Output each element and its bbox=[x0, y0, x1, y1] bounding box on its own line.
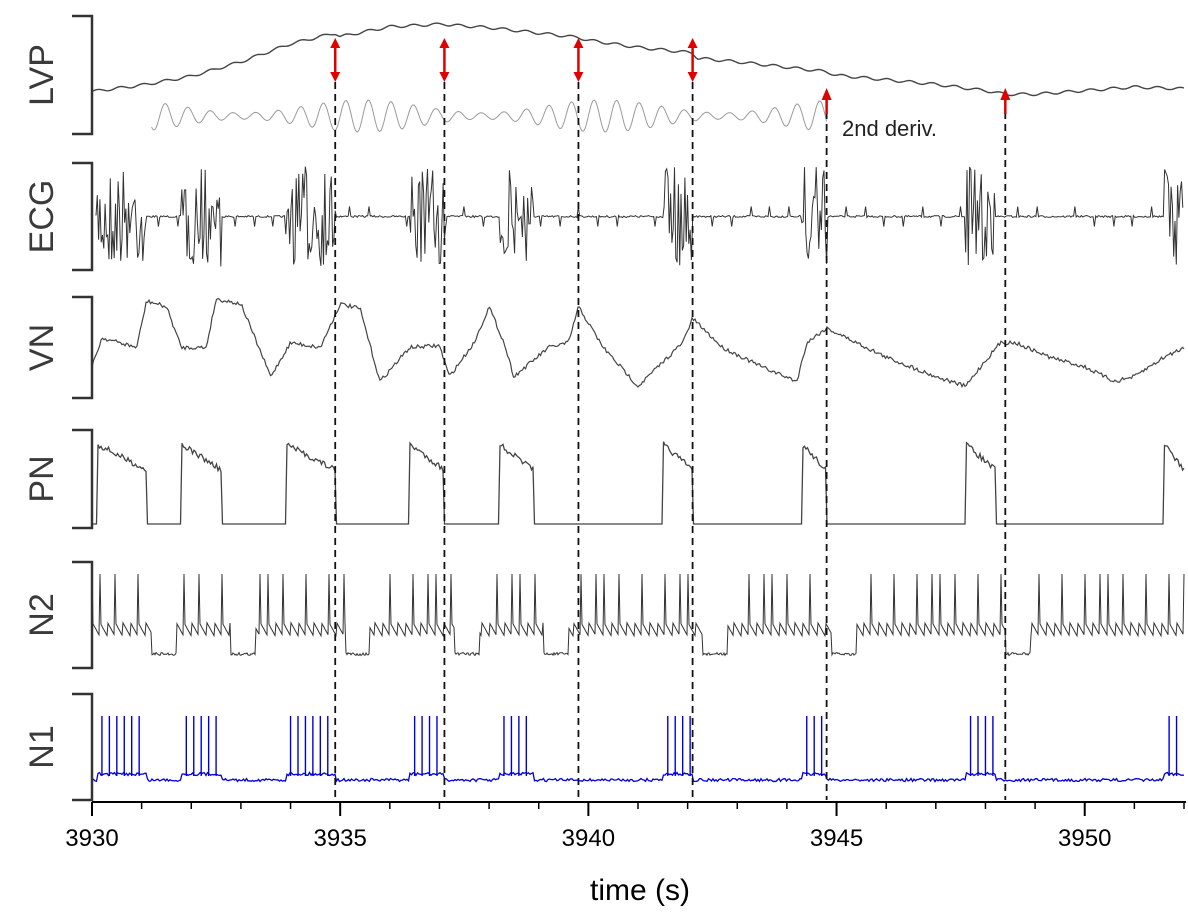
traces-layer bbox=[91, 22, 1185, 783]
marker-arrowhead-up bbox=[1000, 88, 1011, 100]
marker-arrowhead-down bbox=[687, 72, 698, 82]
lvp-trace bbox=[91, 22, 1185, 97]
scale-bracket-n2 bbox=[72, 560, 94, 670]
scale-bracket-lvp bbox=[72, 14, 94, 136]
x-axis-title: time (s) bbox=[590, 874, 690, 907]
marker-arrowhead-up bbox=[439, 38, 450, 48]
marker-arrowhead-up bbox=[821, 88, 832, 100]
channel-label-n2: N2 bbox=[23, 593, 61, 636]
second-derivative-annotation: 2nd deriv. bbox=[842, 116, 937, 141]
scale-bracket-vn bbox=[72, 295, 94, 400]
x-axis: 3930 3935 3940 3945 3950 bbox=[65, 801, 1186, 852]
x-tick-label: 3945 bbox=[810, 825, 863, 852]
marker-arrowhead-up bbox=[573, 38, 584, 48]
pn-trace bbox=[92, 441, 1185, 525]
x-tick-label: 3950 bbox=[1058, 825, 1111, 852]
n1-trace bbox=[91, 771, 1185, 783]
channel-label-pn: PN bbox=[23, 455, 61, 502]
marker-arrowhead-up bbox=[330, 38, 341, 48]
channel-label-lvp: LVP bbox=[23, 44, 61, 106]
vn-trace bbox=[91, 297, 1185, 389]
scale-bracket-pn bbox=[72, 428, 94, 530]
channel-label-n1: N1 bbox=[23, 725, 61, 768]
marker-arrowhead-down bbox=[330, 72, 341, 82]
marker-arrowhead-down bbox=[573, 72, 584, 82]
marker-arrowhead-down bbox=[439, 72, 450, 82]
scale-bracket-ecg bbox=[72, 161, 94, 272]
lvp-second-derivative-trace bbox=[151, 99, 828, 133]
x-tick-label: 3935 bbox=[313, 825, 366, 852]
n2-trace bbox=[91, 573, 1185, 657]
channel-label-ecg: ECG bbox=[23, 180, 61, 254]
x-tick-label: 3930 bbox=[65, 825, 118, 852]
x-tick-label: 3940 bbox=[562, 825, 615, 852]
marker-arrowhead-up bbox=[687, 38, 698, 48]
ecg-trace bbox=[95, 166, 1184, 267]
marker-lines-layer bbox=[330, 38, 1011, 800]
channel-label-vn: VN bbox=[23, 324, 61, 371]
channel-labels-layer: LVP ECG VN PN N2 N1 bbox=[23, 14, 94, 802]
x-ticks: 3930 3935 3940 3945 3950 bbox=[65, 802, 1185, 852]
scale-bracket-n1 bbox=[72, 692, 94, 802]
